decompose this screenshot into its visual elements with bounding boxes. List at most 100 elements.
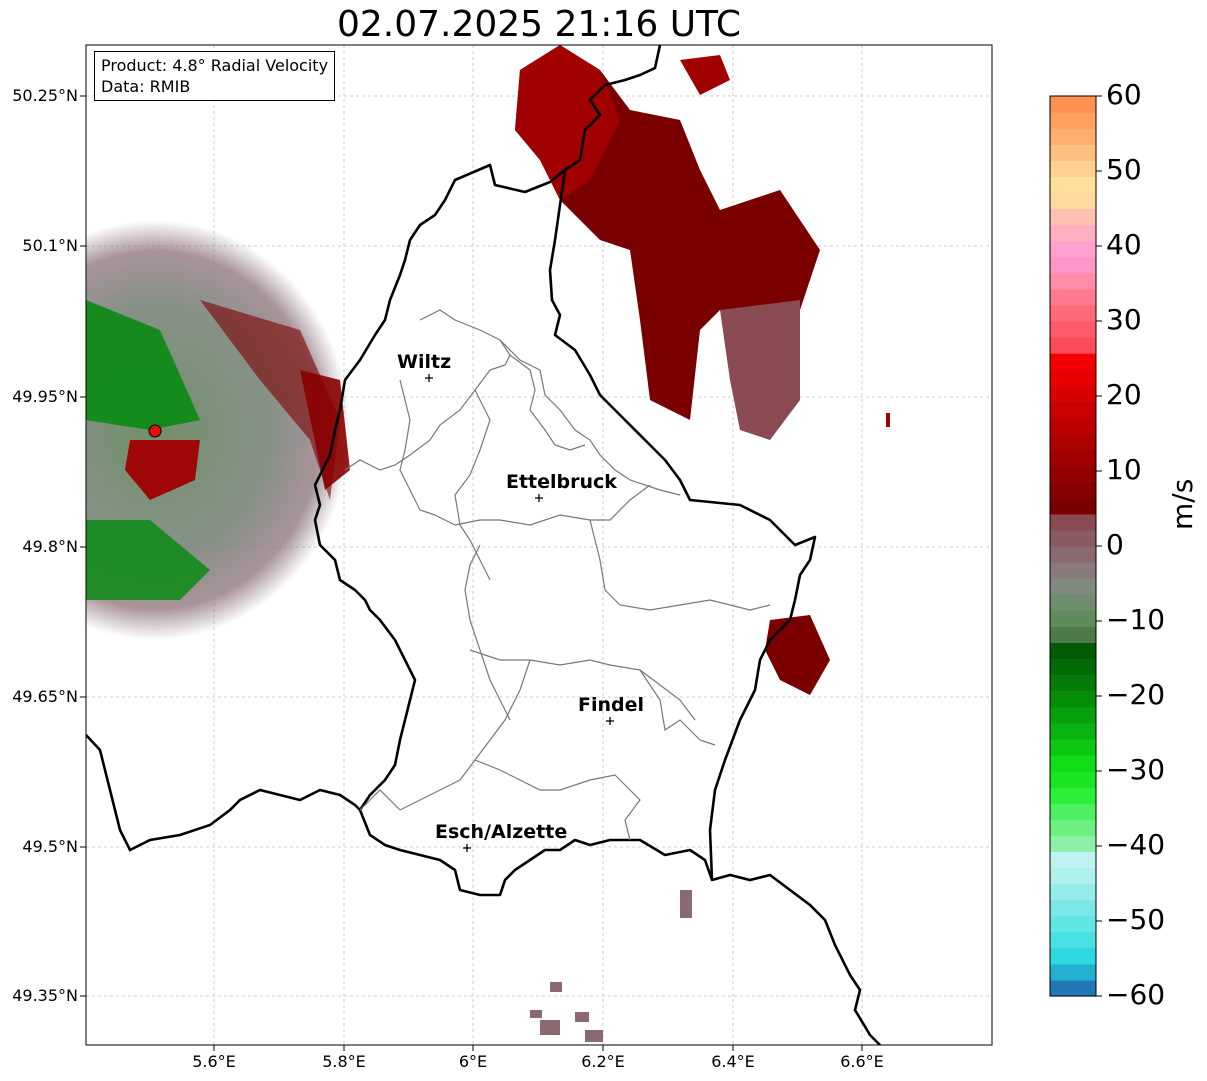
colorbar-band xyxy=(1050,401,1096,419)
colorbar-band xyxy=(1050,417,1096,435)
colorbar-band xyxy=(1050,947,1096,965)
axis-ticks xyxy=(80,95,863,1051)
lon-label: 5.8°E xyxy=(322,1052,366,1071)
colorbar-band xyxy=(1050,867,1096,885)
colorbar-band xyxy=(1050,642,1096,660)
colorbar-band xyxy=(1050,385,1096,402)
colorbar-band xyxy=(1050,96,1096,113)
colorbar-band xyxy=(1050,562,1096,579)
colorbar-band xyxy=(1050,594,1096,611)
colorbar-tick-label: 20 xyxy=(1106,378,1142,411)
lat-label: 50.1°N xyxy=(22,236,78,255)
colorbar-band xyxy=(1050,481,1096,499)
colorbar-tick-label: 40 xyxy=(1106,228,1142,261)
colorbar-band xyxy=(1050,208,1096,226)
colorbar-tick-label: 30 xyxy=(1106,303,1142,336)
colorbar-band xyxy=(1050,674,1096,692)
colorbar-tick-label: −50 xyxy=(1106,903,1166,936)
colorbar-band xyxy=(1050,706,1096,724)
colorbar-band xyxy=(1050,160,1096,177)
colorbar-band xyxy=(1050,979,1096,997)
city-markers xyxy=(425,374,614,852)
map-frame xyxy=(85,44,993,1046)
colorbar-tick-label: −20 xyxy=(1106,678,1166,711)
city-label-esch-alzette: Esch/Alzette xyxy=(435,821,568,843)
colorbar-band xyxy=(1050,610,1096,627)
canton-borders xyxy=(344,309,771,841)
colorbar-tick-label: −30 xyxy=(1106,753,1166,786)
colorbar-band xyxy=(1050,256,1096,274)
colorbar-band xyxy=(1050,369,1096,386)
colorbar-ticks xyxy=(1096,95,1102,997)
radar-echo-northeast xyxy=(515,45,890,695)
data-source-text: Data: RMIB xyxy=(101,77,191,96)
colorbar-band xyxy=(1050,546,1096,563)
colorbar-band xyxy=(1050,337,1096,354)
colorbar-band xyxy=(1050,513,1096,531)
colorbar-tick-label: 50 xyxy=(1106,153,1142,186)
colorbar-band xyxy=(1050,449,1096,467)
lon-label: 5.6°E xyxy=(192,1052,236,1071)
colorbar-band xyxy=(1050,433,1096,451)
country-border xyxy=(313,163,817,897)
colorbar-tick-label: 10 xyxy=(1106,453,1142,486)
colorbar-tick-label: 60 xyxy=(1106,78,1142,111)
colorbar-band xyxy=(1050,658,1096,676)
chart-title: 02.07.2025 21:16 UTC xyxy=(336,4,742,45)
colorbar-band xyxy=(1050,128,1096,145)
lat-label: 49.65°N xyxy=(12,687,78,706)
city-label-ettelbruck: Ettelbruck xyxy=(506,471,617,493)
lat-label: 49.35°N xyxy=(12,986,78,1005)
colorbar-band xyxy=(1050,722,1096,740)
colorbar-band xyxy=(1050,353,1096,370)
colorbar-band xyxy=(1050,899,1096,917)
colorbar-band xyxy=(1050,851,1096,869)
colorbar-band xyxy=(1050,224,1096,242)
colorbar-band xyxy=(1050,931,1096,949)
colorbar-band xyxy=(1050,304,1096,322)
colorbar-band xyxy=(1050,835,1096,852)
colorbar-band xyxy=(1050,176,1096,194)
colorbar-tick-label: −40 xyxy=(1106,828,1166,861)
colorbar-band xyxy=(1050,738,1096,756)
colorbar-band xyxy=(1050,112,1096,129)
city-label-findel: Findel xyxy=(578,694,645,716)
lon-label: 6.6°E xyxy=(840,1052,884,1071)
neighbor-border-north xyxy=(564,45,662,172)
colorbar-band xyxy=(1050,321,1096,338)
colorbar-band xyxy=(1050,144,1096,161)
lon-label: 6.2°E xyxy=(581,1052,625,1071)
colorbar-band xyxy=(1050,883,1096,901)
colorbar-band xyxy=(1050,626,1096,644)
colorbar-band xyxy=(1050,787,1096,804)
colorbar-band xyxy=(1050,819,1096,836)
colorbar-band xyxy=(1050,803,1096,820)
lat-label: 49.8°N xyxy=(22,537,78,556)
lat-label: 50.25°N xyxy=(12,86,78,105)
colorbar-band xyxy=(1050,497,1096,515)
colorbar-band xyxy=(1050,915,1096,933)
colorbar-band xyxy=(1050,529,1096,547)
lat-label: 49.5°N xyxy=(22,837,78,856)
colorbar-band xyxy=(1050,771,1096,788)
colorbar-unit-label: m/s xyxy=(1166,478,1199,530)
radar-echo-south xyxy=(530,890,692,1042)
radar-echo-west xyxy=(86,220,350,640)
colorbar-band xyxy=(1050,754,1096,772)
colorbar-band xyxy=(1050,578,1096,595)
product-text: Product: 4.8° Radial Velocity xyxy=(101,56,329,75)
colorbar-tick-label: −60 xyxy=(1106,978,1166,1011)
colorbar-tick-label: 0 xyxy=(1106,528,1124,561)
colorbar-band xyxy=(1050,465,1096,483)
colorbar-band xyxy=(1050,192,1096,210)
lon-label: 6.4°E xyxy=(711,1052,755,1071)
city-label-wiltz: Wiltz xyxy=(397,351,452,373)
colorbar-band xyxy=(1050,963,1096,981)
colorbar-band xyxy=(1050,690,1096,708)
neighbor-border-south xyxy=(86,734,361,852)
neighbor-border-southeast xyxy=(711,873,881,1045)
lon-label: 6°E xyxy=(458,1052,488,1071)
radar-site-marker xyxy=(148,424,162,438)
